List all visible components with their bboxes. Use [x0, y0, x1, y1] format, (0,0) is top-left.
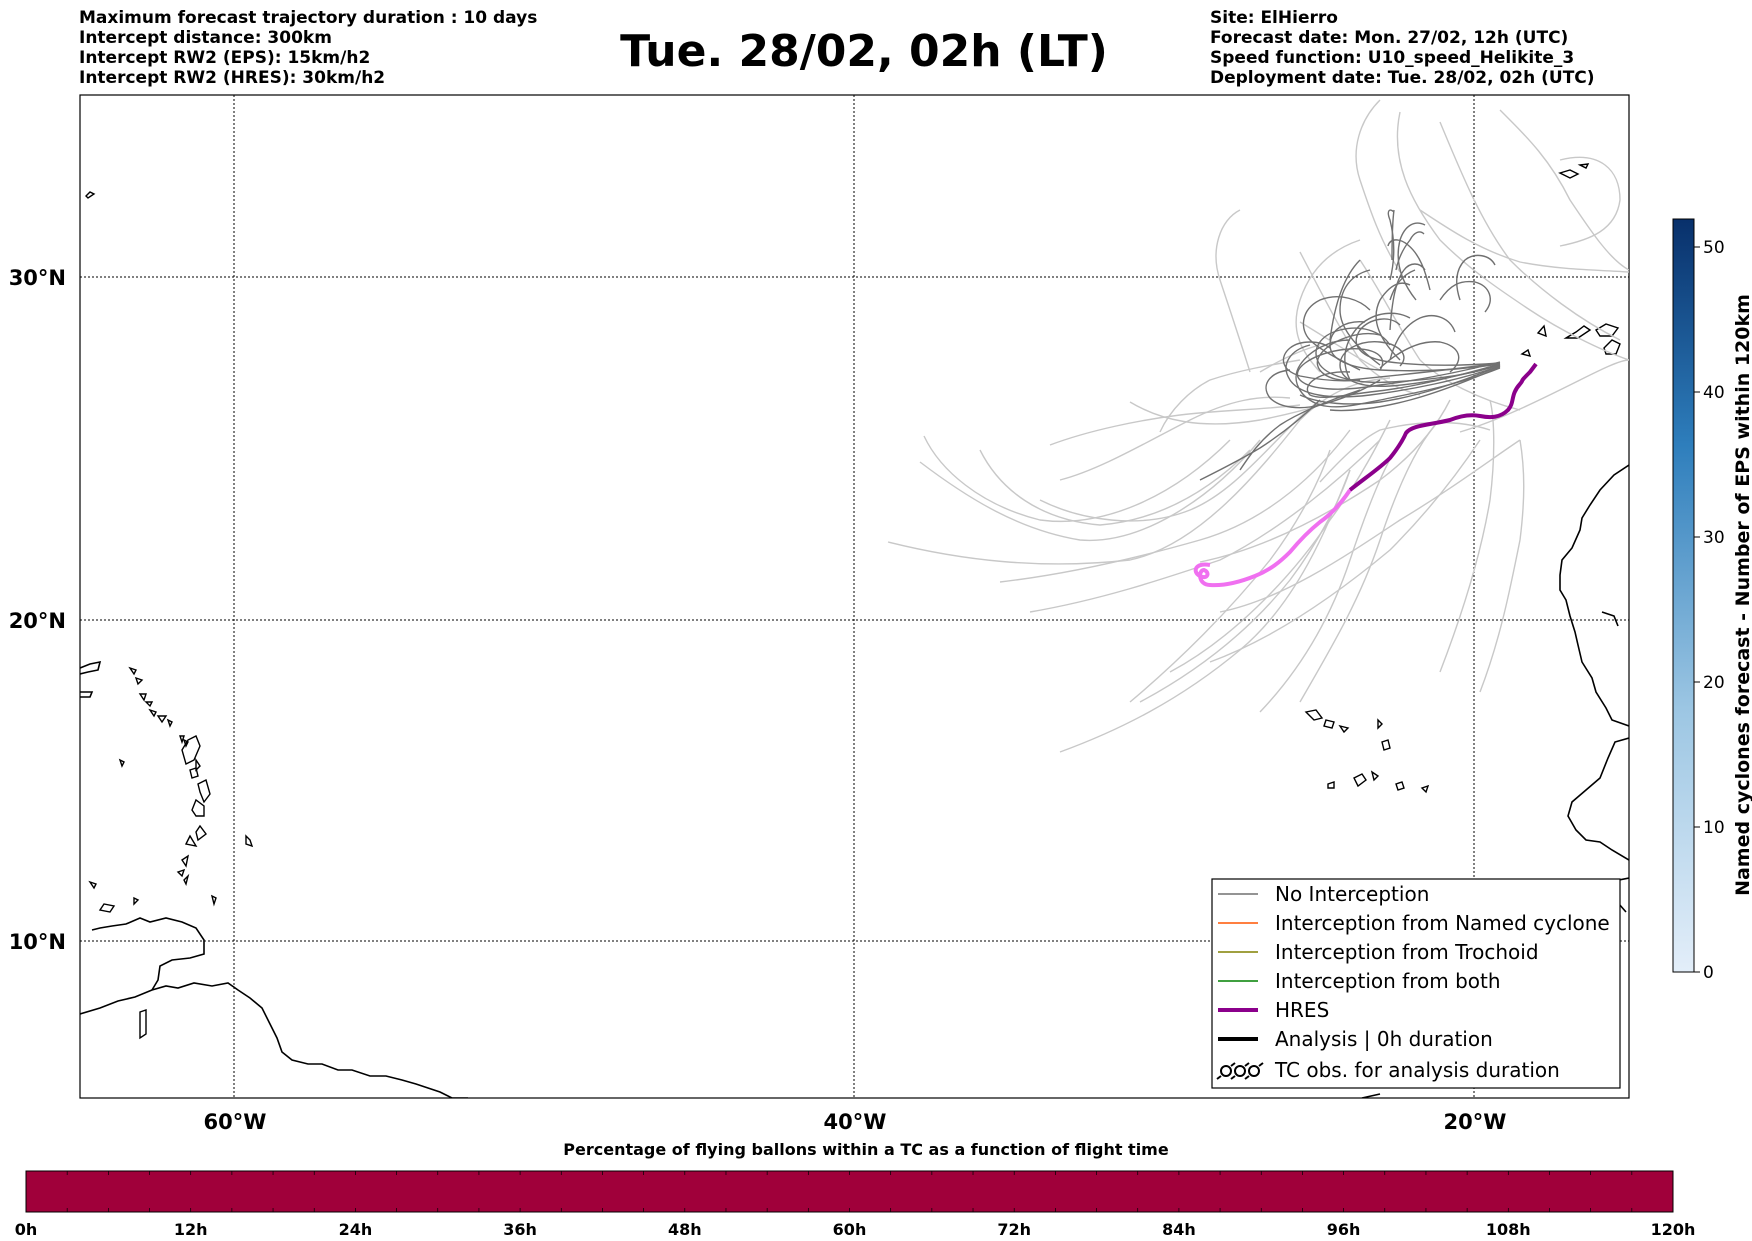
header-right-line: Speed function: U10_speed_Helikite_3 [1210, 48, 1575, 68]
colorbar-tick: 50 [1703, 238, 1725, 258]
timebar: Percentage of flying ballons within a TC… [15, 1140, 1696, 1239]
header-left-line: Intercept RW2 (EPS): 15km/h2 [79, 48, 371, 68]
timebar-tick: 60h [833, 1220, 867, 1239]
timebar-tick: 24h [339, 1220, 373, 1239]
colorbar-tick: 10 [1703, 818, 1725, 838]
legend-box [1211, 878, 1621, 1089]
lat-label-30n: 30°N [9, 266, 66, 290]
header-info-right: Site: ElHierro Forecast date: Mon. 27/02,… [1210, 8, 1595, 88]
header-right-line: Site: ElHierro [1210, 8, 1338, 28]
timebar-tick-labels: 0h 12h 24h 36h 48h 60h 72h 84h 96h 108h … [15, 1220, 1696, 1239]
legend-label-hres: HRES [1275, 998, 1329, 1022]
legend-label-both: Interception from both [1275, 969, 1501, 993]
page-title: Tue. 28/02, 02h (LT) [620, 26, 1108, 77]
timebar-tick: 96h [1327, 1220, 1361, 1239]
timebar-tick: 84h [1162, 1220, 1196, 1239]
colorbar-label: Named cyclones forecast - Number of EPS … [1732, 294, 1752, 896]
header-right-line: Deployment date: Tue. 28/02, 02h (UTC) [1210, 68, 1595, 88]
timebar-minor-ticks [66, 1171, 1633, 1212]
cyclone-symbols-icon [1216, 1062, 1264, 1080]
legend-label-tc-obs: TC obs. for analysis duration [1274, 1058, 1560, 1082]
timebar-fill [25, 1170, 1674, 1213]
lat-label-10n: 10°N [9, 930, 66, 954]
timebar-tick: 108h [1486, 1220, 1531, 1239]
hres-trajectory [1348, 362, 1538, 492]
ensemble-trajectories-light [887, 99, 1629, 753]
lon-label-20w: 20°W [1444, 1110, 1507, 1134]
header-info-left: Maximum forecast trajectory duration : 1… [79, 8, 537, 88]
header-left-line: Intercept distance: 300km [79, 28, 332, 48]
coastlines [80, 464, 1629, 1098]
timebar-title: Percentage of flying ballons within a TC… [563, 1140, 1169, 1159]
map-gridlines [80, 95, 1629, 1098]
timebar-tick: 36h [503, 1220, 537, 1239]
timebar-tick: 48h [668, 1220, 702, 1239]
legend-label-no-interception: No Interception [1275, 882, 1429, 906]
lon-label-40w: 40°W [824, 1110, 887, 1134]
legend-label-named-cyclone: Interception from Named cyclone [1275, 911, 1610, 935]
colorbar: 0 10 20 30 40 50 Named cyclones forecast… [1672, 218, 1752, 983]
timebar-tick: 72h [997, 1220, 1031, 1239]
colorbar-tick: 30 [1703, 528, 1725, 548]
legend: No Interception Interception from Named … [1211, 878, 1621, 1089]
legend-label-analysis: Analysis | 0h duration [1275, 1027, 1493, 1051]
colorbar-tick: 0 [1703, 963, 1714, 983]
ensemble-trajectories-no-interception [1199, 209, 1501, 481]
header-left-line: Intercept RW2 (HRES): 30km/h2 [79, 68, 386, 88]
colorbar-tick: 20 [1703, 673, 1725, 693]
colorbar-tick: 40 [1703, 383, 1725, 403]
hres-trajectory-early [1193, 488, 1352, 588]
timebar-tick: 0h [15, 1220, 38, 1239]
lon-label-60w: 60°W [204, 1110, 267, 1134]
lat-label-20n: 20°N [9, 609, 66, 633]
legend-label-trochoid: Interception from Trochoid [1275, 940, 1539, 964]
header-left-line: Maximum forecast trajectory duration : 1… [79, 8, 538, 28]
colorbar-gradient [1672, 218, 1695, 973]
header-right-line: Forecast date: Mon. 27/02, 12h (UTC) [1210, 28, 1569, 48]
timebar-tick: 12h [174, 1220, 208, 1239]
islands [85, 163, 1621, 1040]
timebar-tick: 120h [1651, 1220, 1696, 1239]
